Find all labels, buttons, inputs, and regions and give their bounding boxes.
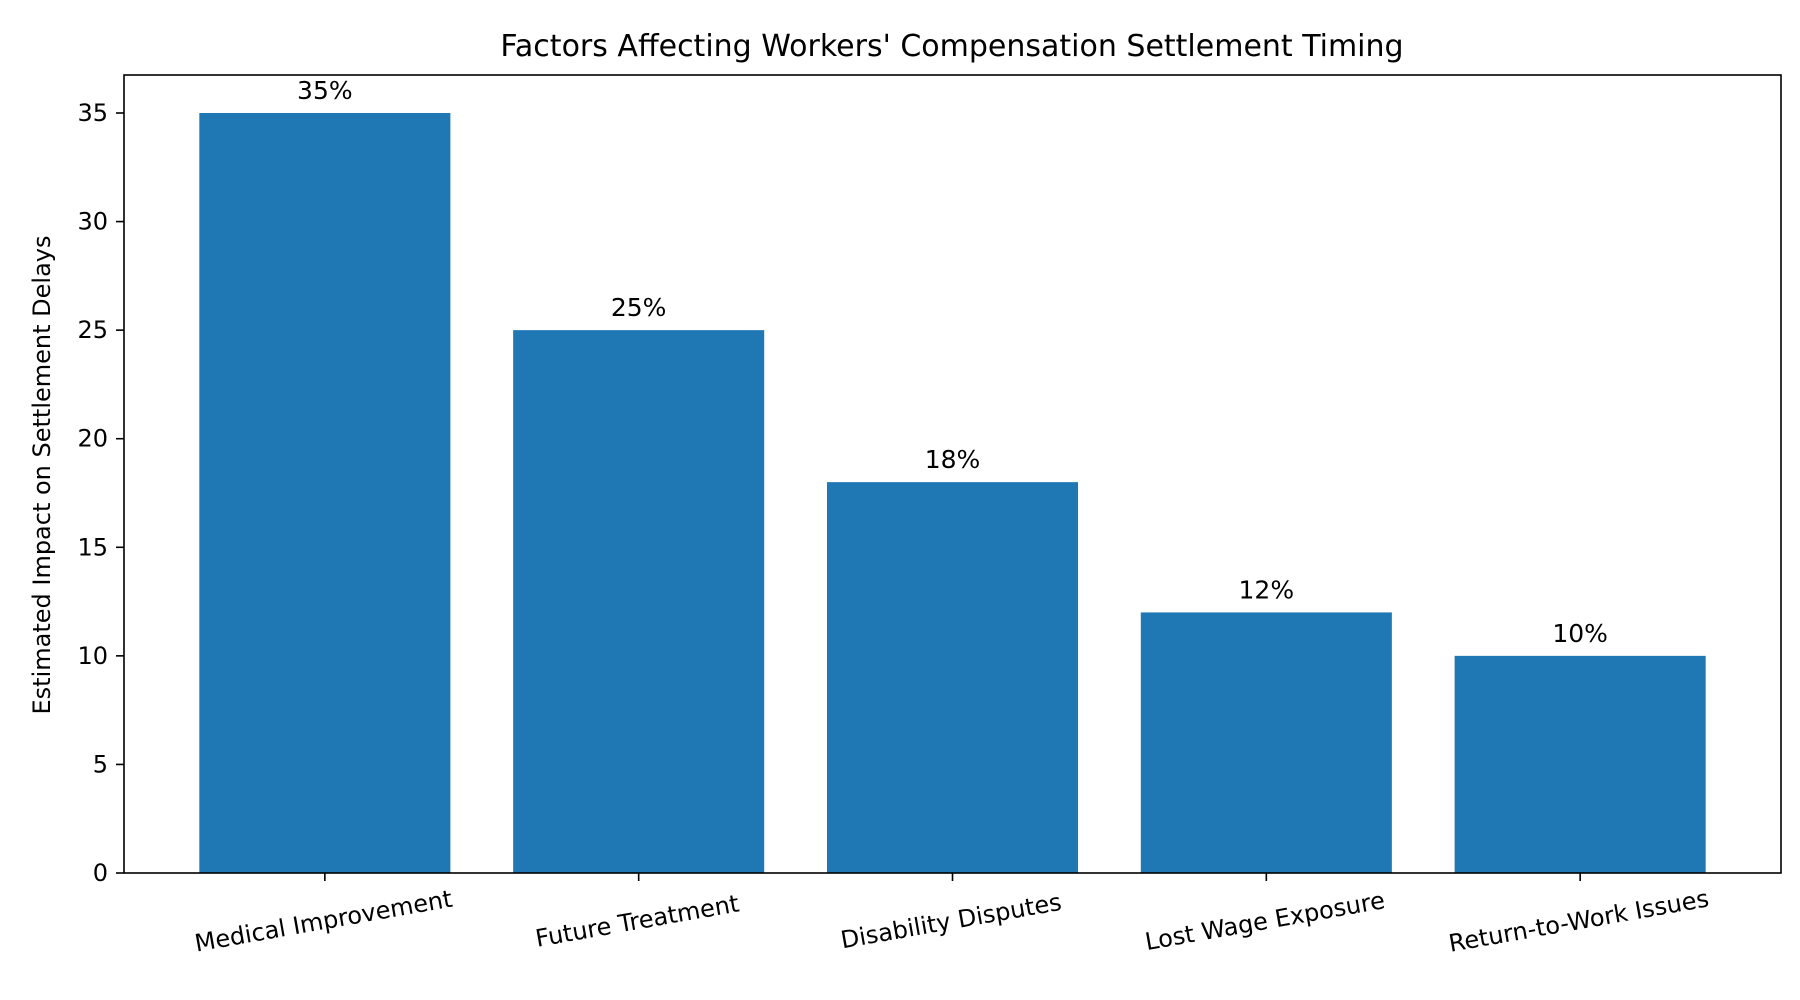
y-axis-label: Estimated Impact on Settlement Delays [28,235,56,714]
x-tick-label-2: Future Treatment [533,889,741,952]
bar-1 [199,113,451,873]
y-tick-label-6: 30 [77,208,108,236]
x-tick-label-3: Disability Disputes [839,888,1064,954]
bar-2 [513,330,765,874]
bar-5 [1454,655,1706,873]
y-axis: 0 5 10 15 20 25 30 35 [77,99,124,887]
y-tick-label-2: 10 [77,642,108,670]
y-tick-label-3: 15 [77,533,108,561]
plot-frame [123,74,1782,874]
x-tick-label-5: Return-to-Work Issues [1447,884,1711,957]
bar-3 [826,482,1079,873]
data-labels-layer: 35% 25% 18% 12% 10% [297,76,1608,648]
y-tick-label-0: 0 [93,859,108,887]
x-tick-label-4: Lost Wage Exposure [1143,886,1387,956]
bars-layer [199,113,1706,874]
data-label-2: 25% [611,293,667,322]
bar-4 [1140,612,1392,873]
y-tick-label-1: 5 [93,750,108,778]
chart-title: Factors Affecting Workers' Compensation … [500,29,1403,64]
data-label-4: 12% [1239,575,1295,604]
x-tick-label-1: Medical Improvement [192,885,454,958]
y-tick-label-5: 25 [77,316,108,344]
data-label-5: 10% [1552,619,1608,648]
y-tick-label-4: 20 [77,425,108,453]
y-tick-label-7: 35 [77,99,108,127]
x-axis: Medical Improvement Future Treatment Disab… [192,873,1711,958]
data-label-1: 35% [297,76,353,105]
data-label-3: 18% [925,445,981,474]
